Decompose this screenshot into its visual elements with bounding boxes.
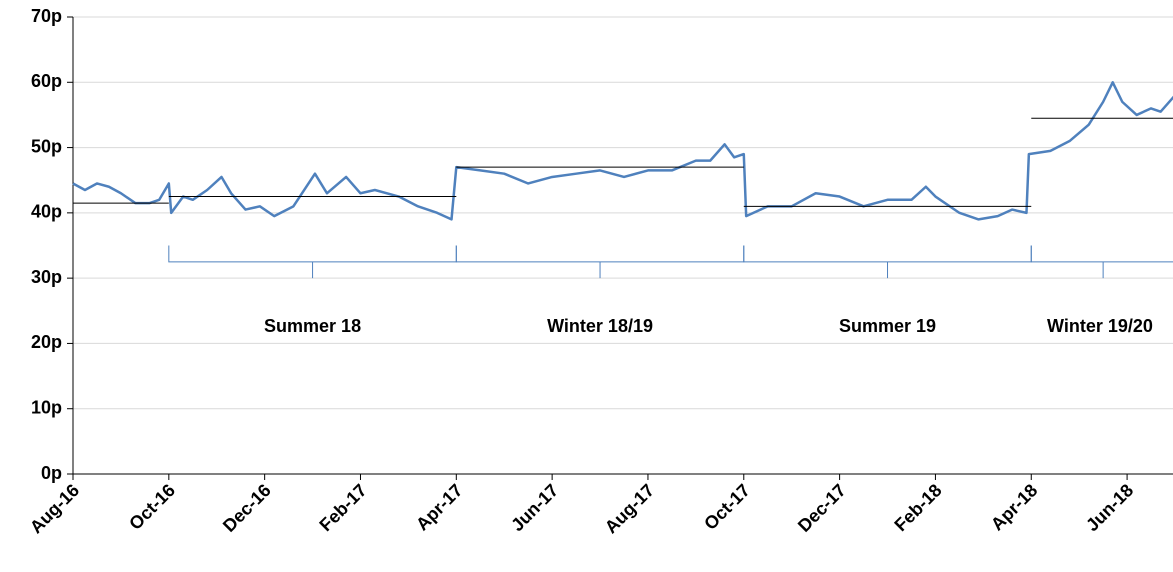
x-tick-label: Apr-17 [412,480,466,534]
x-tick-label: Aug-16 [26,480,83,537]
season-label: Winter 19/20 [1047,316,1153,336]
y-tick-label: 0p [41,463,62,483]
x-tick-label: Jun-17 [507,480,562,535]
x-tick-label: Apr-18 [987,480,1041,534]
y-tick-label: 60p [31,71,62,91]
season-bracket [1030,245,1173,279]
season-bracket [743,245,1032,279]
y-tick-label: 70p [31,6,62,26]
price-line [72,81,1173,221]
x-tick-label: Feb-18 [890,480,945,535]
x-tick-label: Dec-17 [794,480,850,536]
y-tick-label: 30p [31,267,62,287]
season-label: Summer 18 [264,316,361,336]
season-label: Winter 18/19 [547,316,653,336]
x-tick-label: Oct-16 [125,480,179,534]
x-tick-label: Jun-18 [1082,480,1137,535]
x-tick-label: Dec-16 [219,480,275,536]
x-tick-label: Feb-17 [315,480,370,535]
y-tick-label: 40p [31,202,62,222]
y-tick-label: 50p [31,136,62,156]
season-label: Summer 19 [839,316,936,336]
y-tick-label: 10p [31,397,62,417]
season-bracket [168,245,457,279]
x-tick-label: Aug-17 [601,480,658,537]
y-tick-label: 20p [31,332,62,352]
season-bracket [455,245,745,279]
x-tick-label: Oct-17 [700,480,754,534]
